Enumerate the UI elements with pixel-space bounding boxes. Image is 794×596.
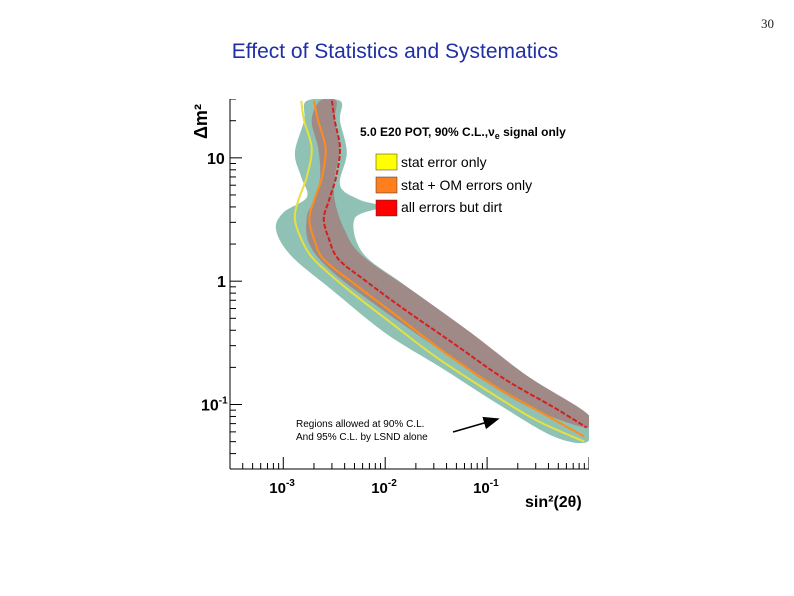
legend-header: 5.0 E20 POT, 90% C.L.,νe signal only (360, 125, 566, 141)
legend-swatch-stat (375, 153, 398, 171)
y-tick-label: 10 (207, 151, 225, 168)
legend-label-stat: stat error only (401, 154, 487, 170)
axis-tick-labels: 10-3 10-2 10-1 10-1 1 10 (201, 151, 499, 497)
curve-all-errors-but-dirt (322, 100, 588, 429)
annotation-line-2: And 95% C.L. by LSND alone (296, 432, 428, 443)
legend: 5.0 E20 POT, 90% C.L.,νe signal only sta… (360, 125, 566, 217)
y-tick-label: 10-1 (201, 396, 228, 415)
axis-ticks (229, 99, 589, 470)
region-lsnd-90 (306, 99, 589, 428)
slide-title: Effect of Statistics and Systematics (0, 40, 794, 64)
x-tick-label: 10-3 (269, 478, 295, 497)
slide-title-text: Effect of Statistics and Systematics (231, 40, 559, 63)
curve-stat-error-only (293, 100, 585, 443)
legend-label-all-errors: all errors but dirt (401, 199, 502, 215)
x-tick-label: 10-2 (371, 478, 397, 497)
curve-stat-om-errors (308, 100, 585, 438)
sensitivity-curves (293, 100, 588, 443)
annotation-line-1: Regions allowed at 90% C.L. (296, 419, 424, 430)
y-tick-label: 1 (217, 274, 226, 291)
slide-number: 30 (761, 16, 774, 31)
legend-label-stat-om: stat + OM errors only (401, 177, 532, 193)
x-tick-label: 10-1 (473, 478, 499, 497)
annotation-arrow (452, 416, 500, 433)
y-axis-label: Δm² (191, 104, 211, 139)
legend-swatch-all-errors (375, 199, 398, 217)
legend-swatch-stat-om (375, 176, 398, 194)
x-axis-label: sin²(2θ) (525, 494, 582, 511)
lsnd-annotation: Regions allowed at 90% C.L. And 95% C.L.… (296, 416, 500, 443)
exclusion-plot: 10-3 10-2 10-1 10-1 1 10 Δm² sin²(2θ) 5.0 E20… (185, 99, 589, 513)
